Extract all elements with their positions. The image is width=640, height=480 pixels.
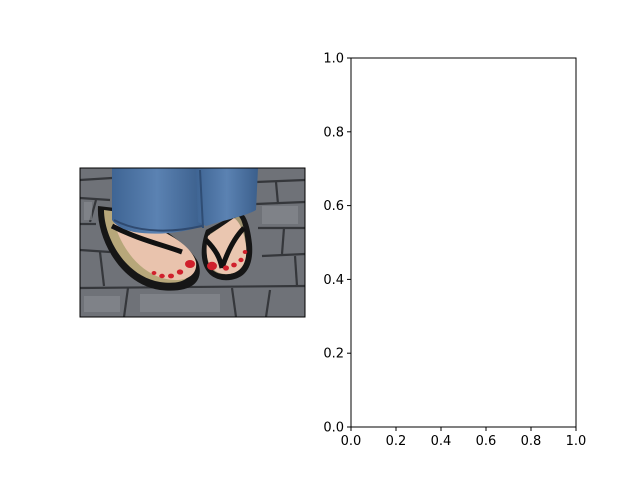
y-tick-label: 0.0: [323, 421, 344, 436]
cobblestone-highlights: [84, 202, 298, 312]
plot-area: [350, 57, 577, 428]
photo-panel: [80, 168, 305, 317]
axes: 0.0 0.2 0.4 0.6 0.8 1.0 0.0 0.2 0.4 0.6 0.8 1.0: [323, 52, 586, 450]
right-sandal-strap: [204, 226, 246, 269]
y-tick-label: 0.8: [323, 125, 344, 140]
right-foot-skin: [206, 218, 247, 275]
y-tick-label: 1.0: [323, 52, 344, 67]
y-tick-label: 0.6: [323, 199, 344, 214]
right-foot: [201, 212, 253, 281]
photo-frame: [79, 167, 306, 318]
x-tick-label: 0.6: [476, 434, 497, 449]
x-axis: 0.0 0.2 0.4 0.6 0.8 1.0: [341, 427, 587, 449]
jeans: [112, 168, 258, 234]
y-tick-label: 0.4: [323, 273, 344, 288]
right-jeans-leg: [196, 168, 258, 226]
y-axis: 0.0 0.2 0.4 0.6 0.8 1.0: [323, 52, 351, 436]
cobblestone-joints: [80, 176, 305, 317]
jeans-crease: [199, 169, 204, 229]
jeans-hem-shadow: [113, 219, 203, 232]
x-tick-label: 0.4: [431, 434, 452, 449]
left-jeans-leg: [112, 168, 202, 234]
right-toenails: [207, 250, 248, 271]
x-tick-label: 0.0: [341, 434, 362, 449]
x-tick-label: 0.8: [521, 434, 542, 449]
left-sandal-strap: [110, 223, 183, 255]
y-tick-label: 0.2: [323, 347, 344, 362]
x-tick-label: 1.0: [566, 434, 587, 449]
left-toenails: [151, 260, 195, 279]
x-tick-label: 0.2: [386, 434, 407, 449]
